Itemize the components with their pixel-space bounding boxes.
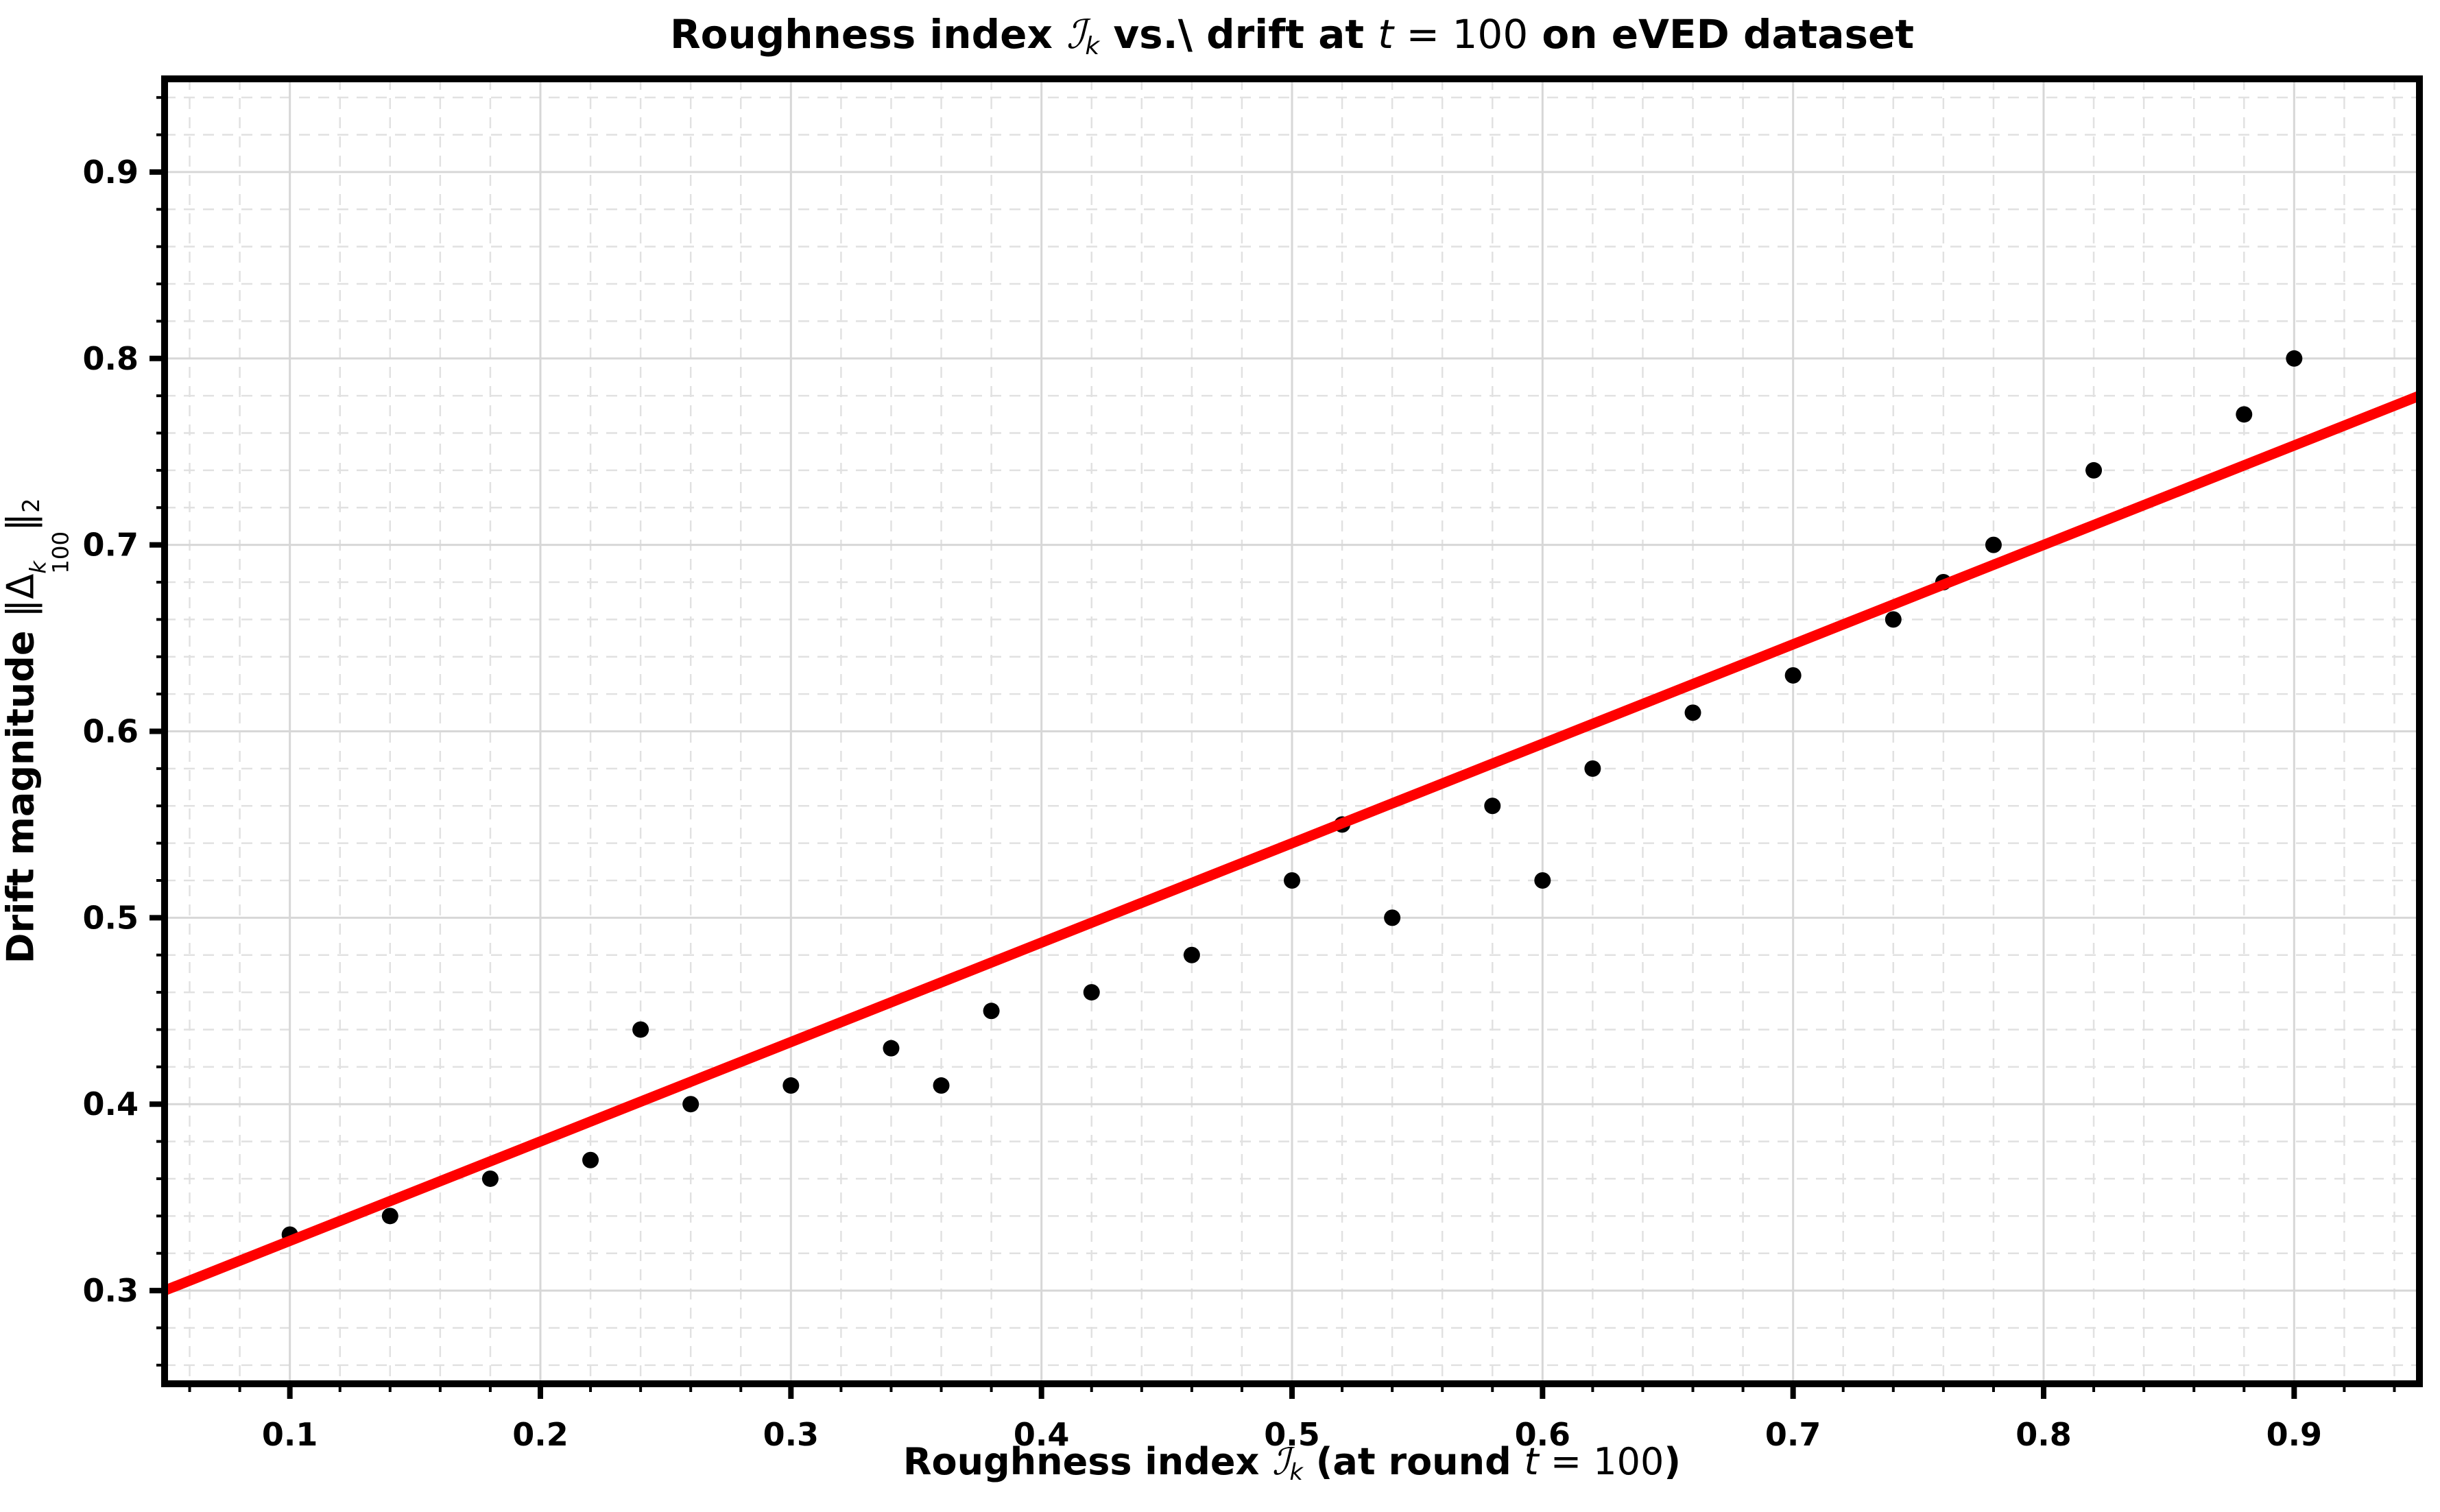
svg-text:0.4: 0.4 — [83, 1085, 139, 1123]
title-text: Roughness index — [669, 11, 1067, 58]
svg-text:0.1: 0.1 — [262, 1416, 318, 1453]
ylabel-math-sub-2: 2 — [17, 498, 45, 513]
xlabel-math-sub-k: k — [1289, 1459, 1303, 1486]
svg-text:0.5: 0.5 — [83, 899, 139, 936]
tick-labels: 0.1 0.2 0.3 0.4 0.5 0.6 0.7 0.8 0.9 0.3 0.4 0.5 0.6 0… — [83, 154, 2323, 1453]
ylabel-math-norm-delta: ‖Δ — [0, 573, 43, 618]
xlabel-math-eq-100: = 100 — [1538, 1440, 1664, 1483]
x-axis-label: Roughness index ℐk (at round t = 100) — [165, 1440, 2419, 1485]
svg-text:0.4: 0.4 — [1014, 1416, 1070, 1453]
title-math-cal-I: ℐ — [1066, 11, 1086, 58]
axis-ticks — [149, 96, 2396, 1399]
xlabel-close-paren: ) — [1664, 1440, 1682, 1483]
svg-text:0.3: 0.3 — [763, 1416, 820, 1453]
ylabel-math-sup-sub: k 100 — [25, 531, 74, 574]
svg-text:0.5: 0.5 — [1264, 1416, 1320, 1453]
y-axis-label: Drift magnitude ‖Δ k 100 ‖2 — [0, 498, 74, 964]
title-text-suffix: on eVED dataset — [1528, 11, 1915, 58]
title-math-eq-100: = 100 — [1394, 11, 1529, 58]
xlabel-math-cal-I: ℐ — [1272, 1440, 1290, 1483]
svg-text:0.7: 0.7 — [1765, 1416, 1821, 1453]
svg-text:0.2: 0.2 — [512, 1416, 569, 1453]
title-math-sub-k: k — [1085, 32, 1100, 60]
svg-text:0.6: 0.6 — [83, 713, 139, 750]
title-math-t: t — [1378, 11, 1394, 58]
title-text-mid: vs.\ drift at — [1099, 11, 1378, 58]
ylabel-math-sub-100: 100 — [47, 531, 74, 574]
svg-text:0.8: 0.8 — [83, 340, 139, 377]
ylabel-math-sup-k: k — [25, 560, 51, 574]
svg-text:0.7: 0.7 — [83, 527, 139, 564]
xlabel-math-t: t — [1524, 1440, 1539, 1483]
svg-text:0.6: 0.6 — [1515, 1416, 1571, 1453]
xlabel-text: Roughness index — [902, 1440, 1273, 1483]
svg-text:0.9: 0.9 — [2266, 1416, 2323, 1453]
major-gridlines — [165, 79, 2419, 1384]
svg-text:0.9: 0.9 — [83, 154, 139, 191]
svg-text:0.3: 0.3 — [83, 1272, 139, 1309]
ylabel-math-norm-close: ‖ — [0, 512, 43, 531]
svg-text:0.8: 0.8 — [2016, 1416, 2072, 1453]
xlabel-text-mid: (at round — [1302, 1440, 1524, 1483]
ylabel-text: Drift magnitude — [0, 617, 43, 964]
chart-title: Roughness index ℐk vs.\ drift at t = 100… — [165, 11, 2419, 60]
fit-line — [163, 391, 2421, 1296]
